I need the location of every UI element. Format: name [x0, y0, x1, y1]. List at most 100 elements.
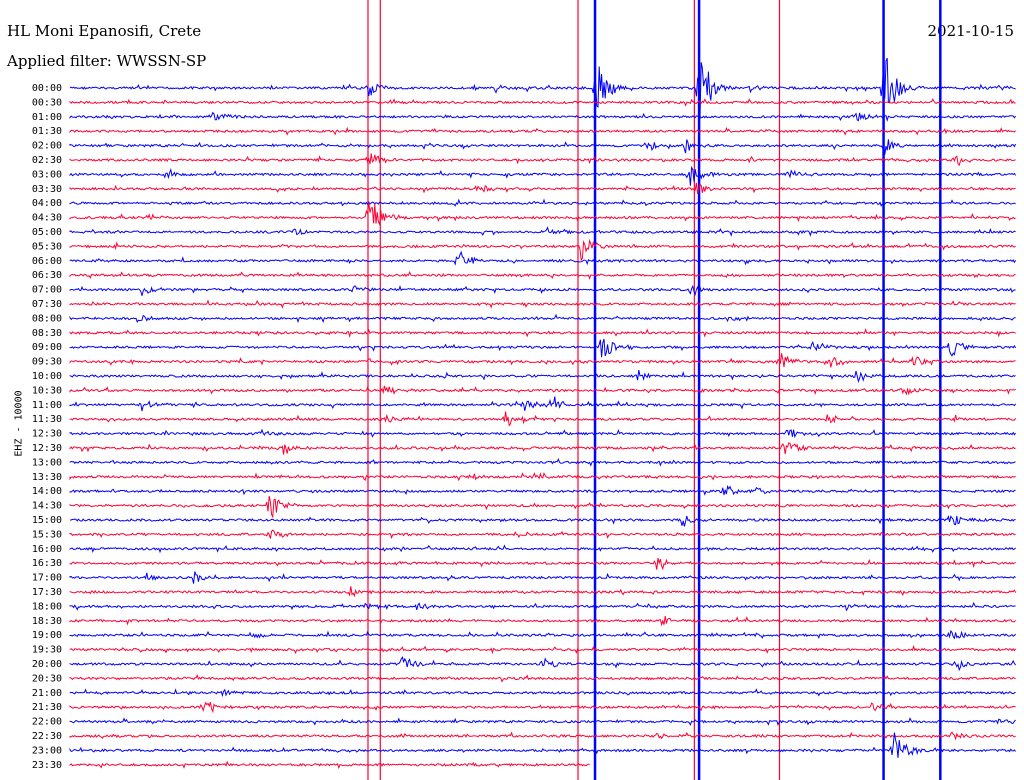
time-tick-label: 04:00 [32, 198, 62, 209]
trace-row [69, 655, 1017, 672]
trace-row [69, 353, 1016, 368]
trace-row [69, 111, 1017, 122]
time-tick-label: 09:30 [32, 357, 62, 368]
time-tick-label: 00:00 [32, 83, 62, 94]
time-tick-label: 19:30 [32, 645, 62, 656]
trace-row [69, 484, 1016, 496]
time-tick-label: 21:00 [32, 688, 62, 699]
time-tick-label: 05:00 [32, 227, 62, 238]
trace-row [69, 328, 1016, 338]
trace-row [69, 385, 1016, 396]
trace-row [69, 760, 590, 770]
trace-row [69, 644, 1017, 655]
time-tick-label: 10:30 [32, 385, 62, 396]
trace-row [69, 396, 1017, 412]
trace-row [69, 544, 1016, 554]
time-tick-label: 12:30 [32, 429, 62, 440]
time-tick-label: 00:30 [32, 97, 62, 108]
time-tick-label: 01:30 [32, 126, 62, 137]
trace-row [69, 226, 1016, 237]
trace-row [69, 313, 1016, 324]
trace-row [69, 731, 1016, 741]
time-tick-label: 08:30 [32, 328, 62, 339]
time-tick-label: 16:30 [32, 558, 62, 569]
trace-row [69, 284, 1016, 297]
time-tick-label: 15:00 [32, 515, 62, 526]
trace-row [69, 299, 1016, 309]
trace-row [69, 250, 1017, 266]
time-tick-label: 07:00 [32, 285, 62, 296]
time-tick-label: 03:30 [32, 184, 62, 195]
time-tick-label: 23:00 [32, 745, 62, 756]
trace-row [69, 629, 1016, 640]
time-tick-label: 07:30 [32, 299, 62, 310]
trace-row [70, 515, 1016, 527]
time-tick-label: 20:30 [32, 673, 62, 684]
trace-row [69, 458, 1016, 467]
station-title: HL Moni Epanosifi, Crete [7, 22, 202, 40]
time-tick-label: 17:30 [32, 587, 62, 598]
trace-row [69, 472, 1016, 482]
trace-row [69, 442, 1016, 455]
trace-row [69, 616, 1016, 627]
time-tick-label: 13:30 [32, 472, 62, 483]
trace-row [69, 153, 1016, 167]
time-tick-label: 19:00 [32, 630, 62, 641]
trace-row [69, 557, 1016, 571]
trace-row [69, 126, 1016, 136]
trace-row [69, 369, 1016, 383]
trace-row [69, 270, 1016, 280]
time-tick-label: 13:00 [32, 457, 62, 468]
time-tick-label: 02:30 [32, 155, 62, 166]
trace-row [69, 165, 1017, 186]
trace-row [69, 238, 1016, 262]
trace-row [69, 601, 1016, 612]
trace-row [69, 717, 1016, 727]
time-tick-label: 18:30 [32, 616, 62, 627]
time-tick-label: 15:30 [32, 529, 62, 540]
trace-row [69, 495, 1016, 519]
trace-row [69, 428, 1016, 439]
trace-row [69, 139, 1017, 155]
time-tick-label: 11:30 [32, 414, 62, 425]
time-tick-label: 18:00 [32, 601, 62, 612]
time-tick-label: 21:30 [32, 702, 62, 713]
time-tick-label: 20:00 [32, 659, 62, 670]
time-tick-label: 23:30 [32, 760, 62, 771]
time-tick-label: 16:00 [32, 544, 62, 555]
trace-row [69, 688, 1016, 698]
trace-row [69, 182, 1016, 195]
trace-row [69, 529, 1016, 540]
time-tick-label: 14:00 [32, 486, 62, 497]
trace-row [69, 338, 1017, 358]
trace-row [69, 571, 1016, 584]
time-tick-label: 22:00 [32, 717, 62, 728]
date-label: 2021-10-15 [927, 22, 1014, 40]
trace-row [69, 411, 1017, 427]
time-tick-label: 14:30 [32, 501, 62, 512]
time-tick-label: 04:30 [32, 213, 62, 224]
time-tick-label: 22:30 [32, 731, 62, 742]
trace-row [69, 732, 1016, 758]
trace-row [69, 198, 1016, 207]
time-tick-label: 08:00 [32, 313, 62, 324]
filter-label: Applied filter: WWSSN-SP [7, 52, 207, 70]
time-tick-label: 12:30 [32, 443, 62, 454]
trace-row [69, 98, 1016, 107]
time-tick-label: 06:00 [32, 256, 62, 267]
time-tick-label: 17:00 [32, 573, 62, 584]
time-tick-label: 11:00 [32, 400, 62, 411]
trace-row [69, 586, 1017, 598]
trace-row [69, 674, 1016, 683]
time-tick-label: 03:00 [32, 169, 62, 180]
time-tick-label: 02:00 [32, 141, 62, 152]
trace-row [69, 57, 1016, 120]
time-tick-label: 10:00 [32, 371, 62, 382]
time-tick-label: 06:30 [32, 270, 62, 281]
time-tick-label: 09:00 [32, 342, 62, 353]
trace-row [69, 202, 1016, 227]
time-tick-label: 05:30 [32, 241, 62, 252]
time-tick-label: 01:00 [32, 112, 62, 123]
